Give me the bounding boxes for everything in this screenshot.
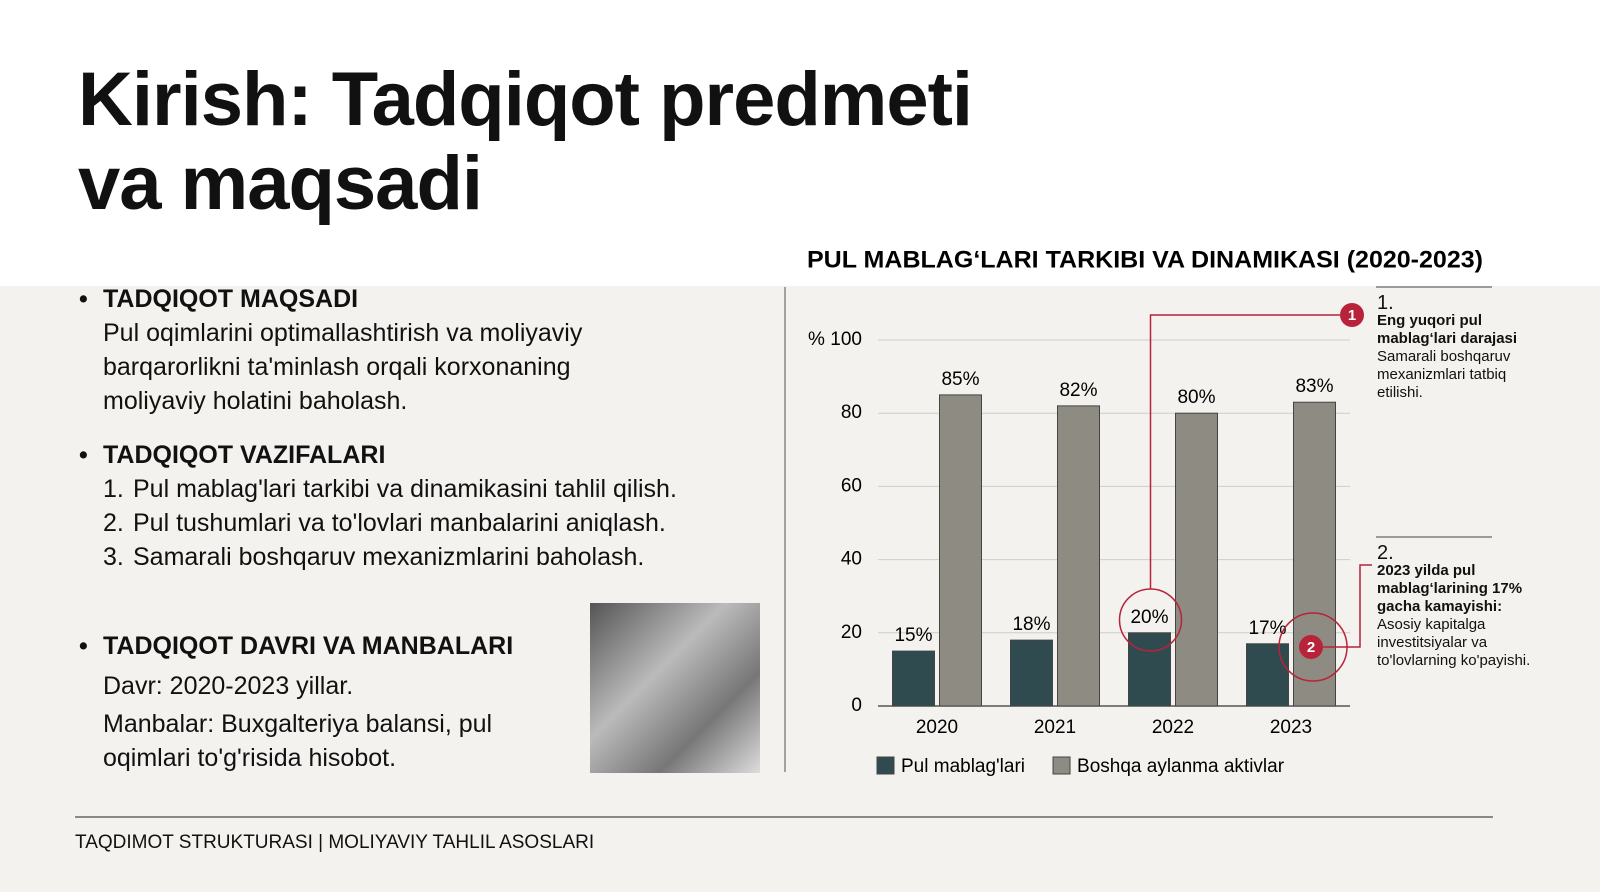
callout-marker: [1340, 303, 1364, 327]
task-number: 3.: [103, 543, 124, 571]
annotation-title: Eng yuqori pul mablag‘lari darajasi: [1377, 312, 1518, 347]
callout-number: 1: [1348, 307, 1356, 324]
value-label: 20%: [1130, 607, 1168, 628]
annotation-text: Asosiy kapitalga investitsiyalar va to'l…: [1377, 616, 1531, 669]
legend-label: Boshqa aylanma aktivlar: [1077, 756, 1285, 777]
annotation-text: Samarali boshqaruv mexanizmlari tatbiq e…: [1377, 348, 1511, 401]
section-heading: TADQIQOT DAVRI VA MANBALARI: [79, 629, 563, 663]
y-axis-label: %: [808, 329, 825, 350]
x-tick-label: 2021: [1034, 717, 1076, 738]
photo: [590, 603, 760, 773]
annotation-title: 2023 yilda pul mablag‘larining 17% gacha…: [1377, 562, 1523, 615]
legend-swatch: [1052, 756, 1071, 775]
value-label: 17%: [1248, 618, 1286, 639]
slide-title: Kirish: Tadqiqot predmeti va maqsadi: [78, 57, 973, 226]
callout-number: 2: [1307, 639, 1315, 656]
y-tick-label: 20: [841, 622, 862, 643]
task-text: Pul mablag'lari tarkibi va dinamikasini …: [133, 475, 677, 503]
bar: [1010, 639, 1053, 707]
section-heading: TADQIQOT VAZIFALARI: [79, 438, 783, 472]
value-label: 85%: [941, 369, 979, 390]
bar: [1175, 412, 1218, 707]
annotation: 1. Eng yuqori pul mablag‘lari darajasi S…: [1377, 292, 1537, 402]
task-number: 1.: [103, 475, 124, 503]
value-label: 83%: [1295, 376, 1333, 397]
bar: [892, 650, 935, 707]
task: 1. Pul mablag'lari tarkibi va dinamikasin…: [103, 472, 783, 506]
callout-marker: [1299, 635, 1323, 659]
annotation-number: 2.: [1377, 542, 1394, 564]
callout-line: [1149, 314, 1340, 589]
task-text: Samarali boshqaruv mexanizmlarini bahola…: [133, 543, 645, 571]
header-band: [0, 0, 1600, 286]
y-tick-label: 40: [841, 549, 862, 570]
section-text: Pul oqimlarini optimallashtirish va moli…: [103, 319, 583, 415]
task-text: Pul tushumlari va to'lovlari manbalarini…: [133, 509, 666, 537]
annotation: 2. 2023 yilda pul mablag‘larining 17% ga…: [1377, 542, 1537, 670]
bar: [1293, 401, 1336, 707]
value-label: 82%: [1059, 380, 1097, 401]
bar: [1128, 632, 1171, 707]
annotation-number: 1.: [1377, 292, 1394, 314]
y-tick-label: 80: [841, 402, 862, 423]
x-tick-label: 2023: [1270, 717, 1312, 738]
task: 3. Samarali boshqaruv mexanizmlarini baho…: [103, 540, 783, 574]
task: 2. Pul tushumlari va to'lovlari manbalari…: [103, 506, 783, 540]
task-number: 2.: [103, 509, 124, 537]
footer: TAQDIMOT STRUKTURASI | MOLIYAVIY TAHLIL …: [75, 832, 595, 853]
bar: [1246, 643, 1289, 707]
legend-swatch: [876, 756, 895, 775]
bar: [939, 394, 982, 707]
section-heading: TADQIQOT MAQSADI: [79, 282, 673, 316]
y-tick-label: 0: [851, 695, 862, 716]
section-text: Davr: 2020-2023 yillar.: [103, 672, 354, 700]
x-tick-label: 2022: [1152, 717, 1194, 738]
callout-line: [1323, 564, 1372, 648]
legend-label: Pul mablag'lari: [901, 756, 1025, 777]
value-label: 15%: [894, 625, 932, 646]
section: TADQIQOT MAQSADI Pul oqimlarini optimall…: [79, 282, 673, 418]
value-label: 18%: [1012, 614, 1050, 635]
value-label: 80%: [1177, 387, 1215, 408]
section: TADQIQOT DAVRI VA MANBALARI Davr: 2020-2…: [79, 629, 563, 775]
y-tick-label: 100: [830, 329, 862, 350]
y-tick-label: 60: [841, 475, 862, 496]
chart-title: PUL MABLAG‘LARI TARKIBI VA DINAMIKASI (2…: [807, 246, 1483, 273]
bar: [1057, 405, 1100, 707]
section: TADQIQOT VAZIFALARI 1. Pul mablag'lari ta…: [79, 438, 783, 574]
section-text: Manbalar: Buxgalteriya balansi, pul oqim…: [103, 710, 493, 772]
x-tick-label: 2020: [916, 717, 958, 738]
